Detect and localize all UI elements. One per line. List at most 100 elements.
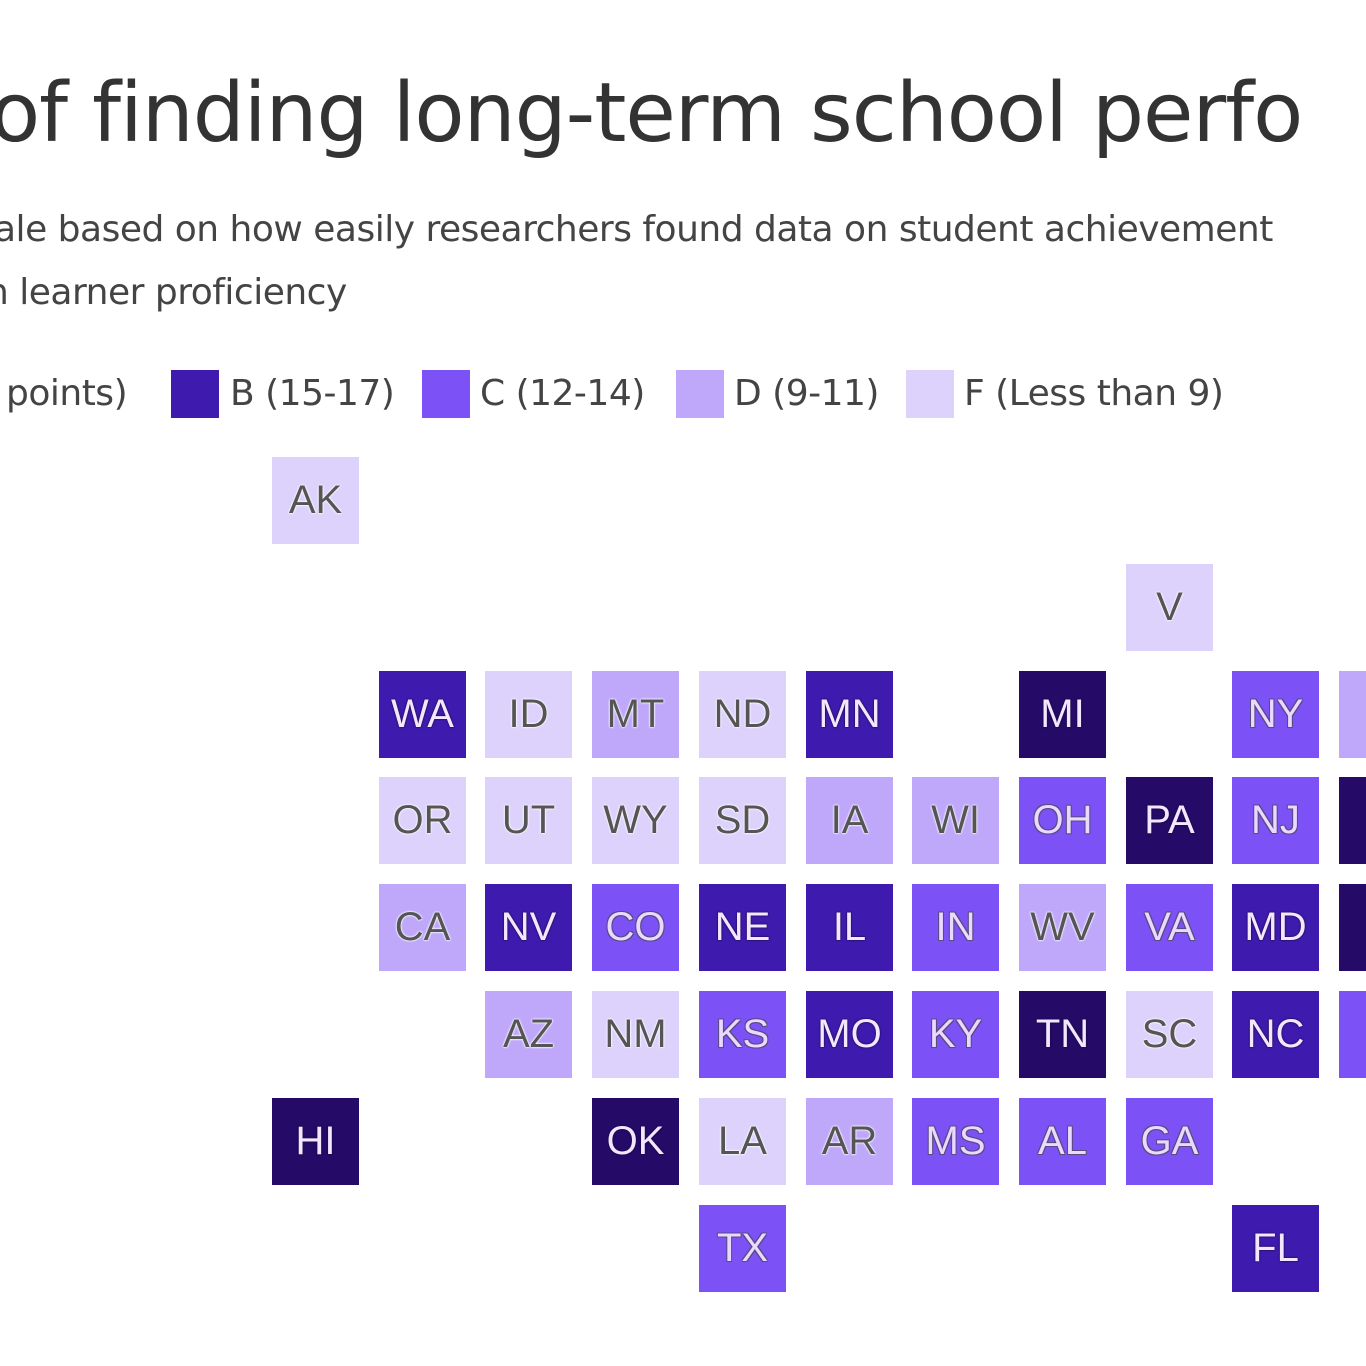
state-tile-ca: CA	[379, 884, 466, 971]
state-tile-tn: TN	[1019, 991, 1106, 1078]
state-tile-ar: AR	[806, 1098, 893, 1185]
legend-label-f: F (Less than 9)	[964, 373, 1224, 414]
state-tile-ga: GA	[1126, 1098, 1213, 1185]
state-tile-nd: ND	[699, 671, 786, 758]
state-label: UT	[501, 798, 556, 842]
state-label: PA	[1144, 798, 1195, 842]
state-tile-in: IN	[912, 884, 999, 971]
legend-label-b: B (15-17)	[230, 373, 395, 414]
state-tile-fl: FL	[1232, 1205, 1319, 1292]
state-tile-wy: WY	[592, 777, 679, 864]
state-tile-pa: PA	[1126, 777, 1213, 864]
legend-swatch-d	[676, 370, 724, 418]
state-label: KY	[928, 1012, 983, 1056]
state-tile-mn: MN	[806, 671, 893, 758]
state-label: AZ	[502, 1012, 555, 1056]
legend-swatch-c	[422, 370, 470, 418]
state-tile-ky: KY	[912, 991, 999, 1078]
state-label: WA	[391, 692, 454, 736]
state-tile-tx: TX	[699, 1205, 786, 1292]
subtitle-line-2: n learner proficiency	[0, 272, 347, 313]
state-tile-co: CO	[592, 884, 679, 971]
state-label: IL	[832, 905, 867, 949]
state-label: NC	[1246, 1012, 1305, 1056]
state-tile-la: LA	[699, 1098, 786, 1185]
state-label: AR	[821, 1119, 878, 1163]
state-tile-d: D	[1339, 884, 1366, 971]
state-tile-ny: NY	[1232, 671, 1319, 758]
state-tile-wv: WV	[1019, 884, 1106, 971]
state-label: SD	[714, 798, 771, 842]
state-label: MS	[925, 1119, 986, 1163]
state-tile-md: MD	[1232, 884, 1319, 971]
state-tile-il: IL	[806, 884, 893, 971]
state-tile-mt: MT	[592, 671, 679, 758]
state-label: IN	[935, 905, 976, 949]
state-tile-ms: MS	[912, 1098, 999, 1185]
state-tile-v: V	[1126, 564, 1213, 651]
state-tile-c: C	[1339, 777, 1366, 864]
state-label: NM	[604, 1012, 667, 1056]
state-label: WY	[603, 798, 668, 842]
state-label: WI	[931, 798, 980, 842]
state-label: ID	[508, 692, 549, 736]
state-tile-sc: SC	[1126, 991, 1213, 1078]
state-tile-nc: NC	[1232, 991, 1319, 1078]
state-tile-oh: OH	[1019, 777, 1106, 864]
state-tile-al: AL	[1019, 1098, 1106, 1185]
state-label: LA	[718, 1119, 767, 1163]
state-label: MT	[606, 692, 665, 736]
state-label: KS	[715, 1012, 770, 1056]
state-label: AK	[288, 478, 343, 522]
state-tile-az: AZ	[485, 991, 572, 1078]
state-tile-nj: NJ	[1232, 777, 1319, 864]
state-tile-ia: IA	[806, 777, 893, 864]
legend-label-a: points)	[6, 373, 128, 414]
state-label: CA	[394, 905, 451, 949]
state-tile-nm: NM	[592, 991, 679, 1078]
state-label: SC	[1141, 1012, 1198, 1056]
legend-swatch-f	[906, 370, 954, 418]
state-tile-or: OR	[379, 777, 466, 864]
state-label: TX	[716, 1226, 769, 1270]
state-label: NV	[500, 905, 557, 949]
state-label: FL	[1252, 1226, 1299, 1270]
state-tile-d: D	[1339, 991, 1366, 1078]
state-label: V	[1156, 585, 1183, 629]
state-label: MN	[818, 692, 881, 736]
state-label: WV	[1030, 905, 1095, 949]
state-label: OK	[606, 1119, 665, 1163]
state-tile-sd: SD	[699, 777, 786, 864]
state-label: GA	[1140, 1119, 1199, 1163]
state-label: TN	[1035, 1012, 1090, 1056]
state-tile-va: VA	[1126, 884, 1213, 971]
state-label: NJ	[1251, 798, 1300, 842]
state-tile-ok: OK	[592, 1098, 679, 1185]
state-label: MD	[1244, 905, 1307, 949]
state-label: VA	[1144, 905, 1195, 949]
state-tile-ks: KS	[699, 991, 786, 1078]
state-tile-ak: AK	[272, 457, 359, 544]
state-tile-mi: MI	[1019, 671, 1106, 758]
state-tile-mo: MO	[806, 991, 893, 1078]
state-label: AL	[1038, 1119, 1087, 1163]
state-tile-ut: UT	[485, 777, 572, 864]
state-label: MI	[1040, 692, 1085, 736]
state-label: IA	[830, 798, 869, 842]
state-label: MO	[817, 1012, 882, 1056]
state-label: CO	[605, 905, 666, 949]
state-label: OH	[1032, 798, 1093, 842]
legend-swatch-b	[171, 370, 219, 418]
state-tile-hi: HI	[272, 1098, 359, 1185]
state-label: HI	[295, 1119, 336, 1163]
state-tile-ne: NE	[699, 884, 786, 971]
state-label: ND	[713, 692, 772, 736]
state-label: OR	[392, 798, 453, 842]
state-label: NY	[1247, 692, 1304, 736]
legend-label-c: C (12-14)	[480, 373, 645, 414]
subtitle-line-1: ale based on how easily researchers foun…	[0, 209, 1273, 250]
legend-label-d: D (9-11)	[734, 373, 879, 414]
chart-title: of finding long-term school perfo	[0, 66, 1303, 161]
state-tile-m: M	[1339, 671, 1366, 758]
state-label: NE	[714, 905, 771, 949]
